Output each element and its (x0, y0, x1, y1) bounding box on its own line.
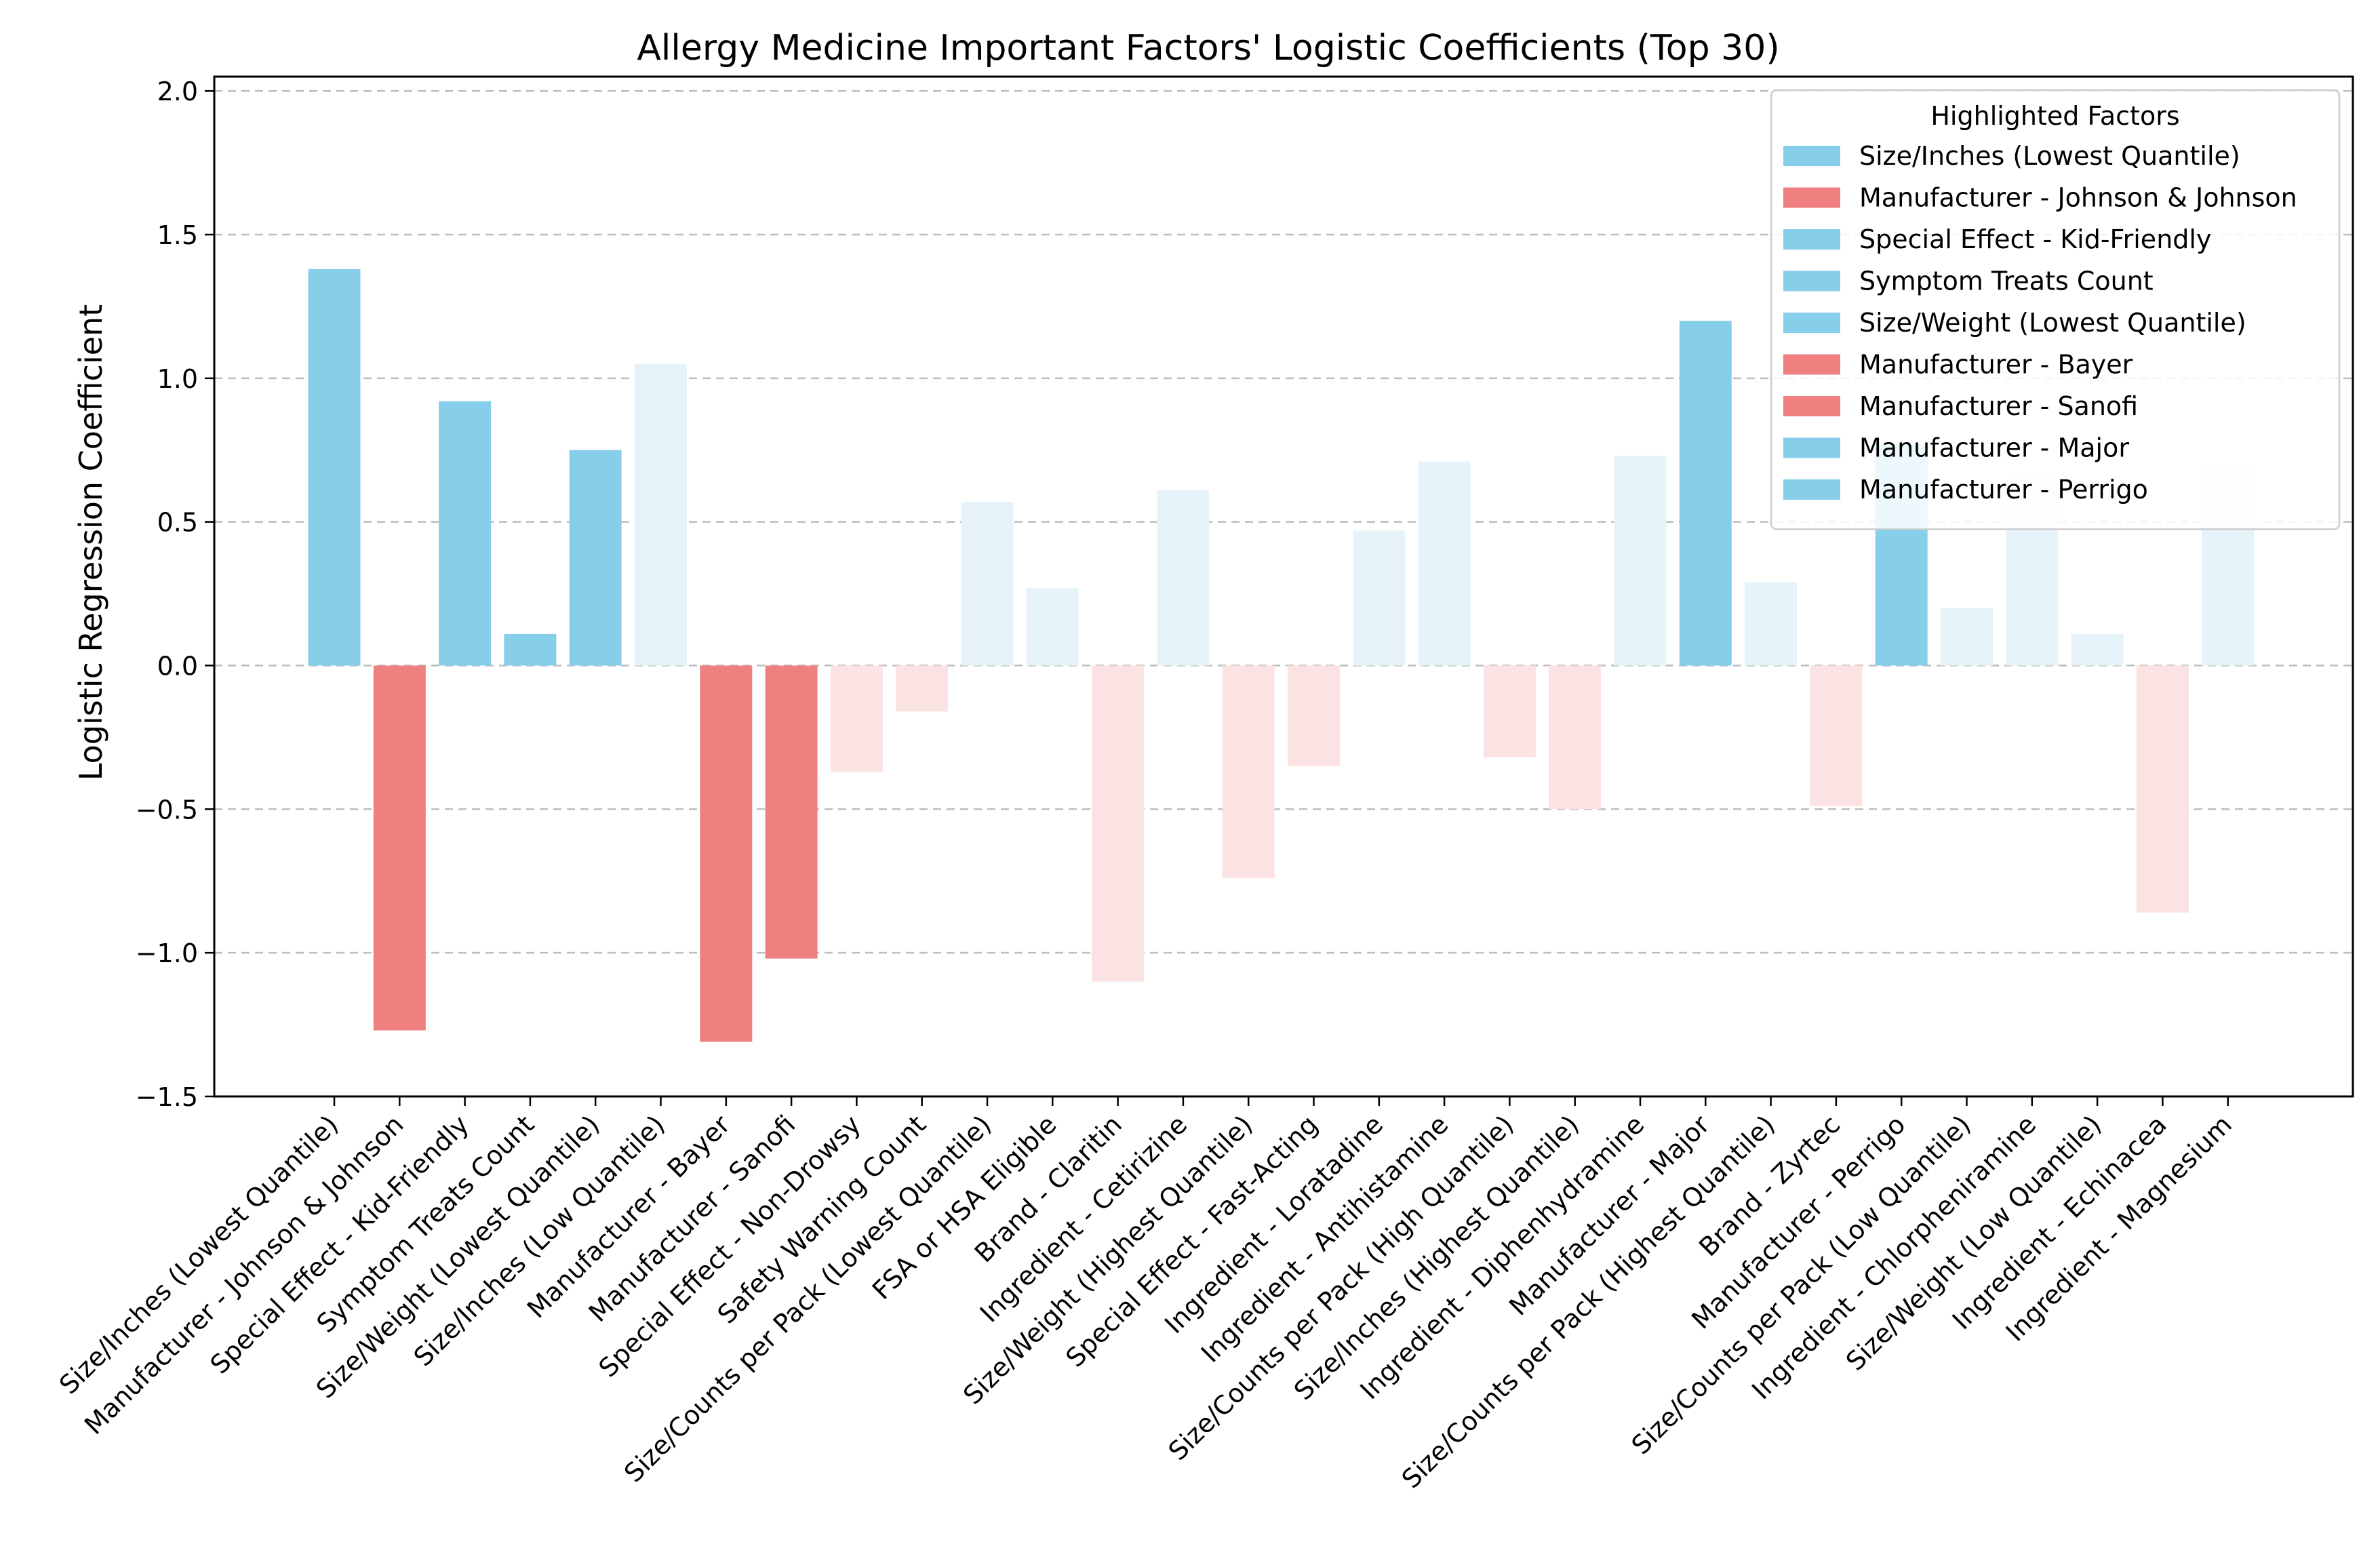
legend-title: Highlighted Factors (1930, 101, 2179, 131)
bar (700, 665, 753, 1042)
legend-label: Symptom Treats Count (1859, 266, 2154, 296)
bar (961, 502, 1014, 666)
legend-label: Manufacturer - Perrigo (1859, 475, 2148, 504)
bar (1810, 665, 1863, 807)
legend-swatch (1783, 146, 1840, 166)
bar (765, 665, 818, 959)
plot-frame (213, 75, 2354, 1098)
y-tick-label: −0.5 (136, 795, 198, 825)
bar (373, 665, 426, 1031)
y-tick-label: −1.5 (136, 1082, 198, 1112)
bar (1745, 582, 1798, 666)
legend-swatch (1783, 354, 1840, 375)
bar (830, 665, 883, 772)
bar (1026, 588, 1079, 666)
bar (635, 363, 687, 666)
legend-swatch (1783, 229, 1840, 250)
bar (1941, 608, 1993, 666)
chart-title: Allergy Medicine Important Factors' Logi… (637, 28, 1779, 68)
bar (2136, 665, 2189, 913)
legend-label: Manufacturer - Major (1859, 433, 2129, 463)
legend-label: Manufacturer - Bayer (1859, 350, 2133, 380)
y-tick-label: 1.5 (157, 220, 198, 250)
y-tick-label: 1.0 (157, 364, 198, 394)
bar (1288, 665, 1340, 766)
y-tick-label: −1.0 (136, 938, 198, 968)
legend-label: Size/Inches (Lowest Quantile) (1859, 141, 2240, 171)
axes (213, 75, 2354, 1098)
x-tick-label: Size/Inches (Lowest Quantile) (54, 1109, 344, 1400)
legend-label: Size/Weight (Lowest Quantile) (1859, 308, 2246, 338)
y-ticks: 2.0 1.5 1.0 0.5 0.0 −0.5 −1.0 −1.5 (136, 77, 214, 1112)
legend-swatch (1783, 271, 1840, 292)
bar (569, 450, 622, 666)
bar (439, 401, 492, 666)
bar (896, 665, 949, 712)
legend-swatch (1783, 313, 1840, 333)
bar (308, 269, 361, 666)
legend-label: Special Effect - Kid-Friendly (1859, 224, 2211, 254)
legend-label: Manufacturer - Sanofi (1859, 391, 2138, 421)
bar (1157, 490, 1210, 666)
legend-label: Manufacturer - Johnson & Johnson (1859, 183, 2297, 213)
bar (1483, 665, 1536, 758)
bar (1418, 461, 1471, 666)
legend-swatch (1783, 479, 1840, 500)
x-ticks: Size/Inches (Lowest Quantile)Manufacture… (54, 1096, 2238, 1494)
legend: Highlighted Factors Size/Inches (Lowest Q… (1770, 89, 2341, 530)
bar (1092, 665, 1145, 982)
bar (1679, 321, 1732, 666)
y-tick-label: 0.5 (157, 508, 198, 538)
bar (1222, 665, 1275, 879)
y-tick-label: 0.0 (157, 652, 198, 681)
bar (1549, 665, 1602, 810)
legend-swatch (1783, 187, 1840, 208)
y-axis-label: Logistic Regression Coefficient (73, 304, 109, 780)
legend-swatch (1783, 437, 1840, 458)
bar (2071, 633, 2124, 666)
legend-swatch (1783, 396, 1840, 416)
bar (1353, 530, 1406, 666)
bar (1614, 456, 1667, 666)
y-tick-label: 2.0 (157, 77, 198, 106)
bar (504, 633, 557, 666)
legend-box (1770, 89, 2341, 530)
